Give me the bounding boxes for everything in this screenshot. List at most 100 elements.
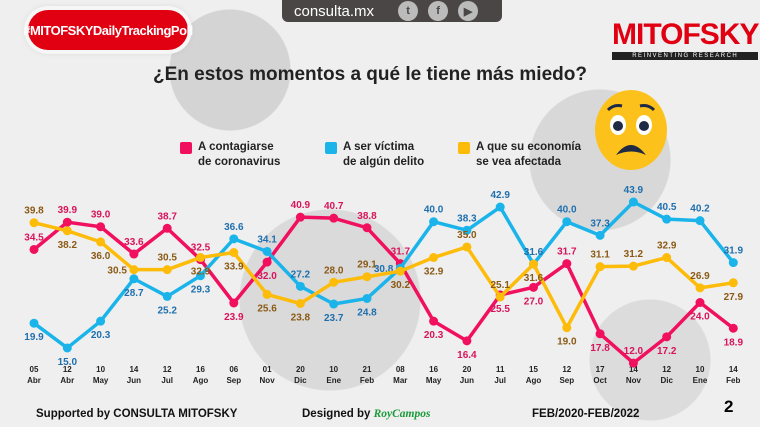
data-label: 32.9 bbox=[657, 241, 677, 252]
site-link[interactable]: consulta.mx bbox=[294, 2, 375, 20]
x-tick-label: 12 bbox=[562, 365, 571, 374]
x-tick-label: May bbox=[426, 376, 442, 385]
data-point bbox=[495, 202, 505, 212]
supported-by: Supported by CONSULTA MITOFSKY bbox=[36, 408, 238, 420]
data-point bbox=[196, 253, 205, 263]
data-label: 24.0 bbox=[690, 311, 710, 322]
data-label: 30.5 bbox=[107, 266, 127, 277]
data-point bbox=[728, 323, 738, 333]
data-label: 42.9 bbox=[490, 190, 510, 201]
data-label: 25.6 bbox=[257, 303, 277, 314]
data-label: 31.7 bbox=[391, 247, 411, 258]
data-label: 23.8 bbox=[291, 313, 311, 324]
series-line bbox=[32, 215, 735, 365]
data-label: 37.3 bbox=[590, 218, 610, 229]
data-label: 35.0 bbox=[457, 230, 477, 241]
data-label: 29.3 bbox=[191, 285, 211, 296]
x-tick-label: Dic bbox=[660, 376, 673, 385]
data-point bbox=[728, 278, 738, 288]
data-point bbox=[262, 257, 272, 267]
x-tick-label: 20 bbox=[296, 365, 305, 374]
legend-delito: A ser víctima de algún delito bbox=[325, 140, 424, 170]
data-label: 39.0 bbox=[91, 210, 111, 221]
data-label: 38.8 bbox=[357, 211, 377, 222]
hashtag-badge[interactable]: #MITOFSKYDailyTrackingPoll bbox=[23, 10, 193, 50]
data-label: 25.1 bbox=[490, 280, 510, 291]
x-tick-label: 20 bbox=[462, 365, 471, 374]
data-label: 30.8 bbox=[374, 264, 394, 275]
data-point bbox=[362, 293, 372, 303]
data-point bbox=[329, 299, 339, 309]
data-point bbox=[628, 358, 638, 368]
data-point bbox=[96, 237, 106, 247]
x-tick-label: Feb bbox=[726, 376, 740, 385]
data-label: 18.9 bbox=[724, 337, 744, 348]
x-tick-label: Nov bbox=[260, 376, 276, 385]
data-label: 30.2 bbox=[391, 280, 411, 291]
data-point bbox=[562, 217, 572, 227]
data-point bbox=[129, 249, 139, 259]
data-label: 25.5 bbox=[490, 304, 510, 315]
x-tick-label: 16 bbox=[429, 365, 438, 374]
data-point bbox=[129, 274, 139, 284]
data-point bbox=[529, 259, 538, 269]
data-label: 30.5 bbox=[157, 253, 177, 264]
data-label: 12.0 bbox=[624, 346, 644, 357]
data-point bbox=[662, 253, 672, 263]
x-tick-label: May bbox=[93, 376, 109, 385]
data-label: 40.2 bbox=[690, 204, 710, 215]
data-label: 36.0 bbox=[91, 251, 111, 262]
x-tick-label: Sep bbox=[559, 376, 574, 385]
data-point bbox=[295, 299, 305, 309]
x-tick-label: 08 bbox=[396, 365, 405, 374]
data-point bbox=[162, 265, 172, 275]
data-point bbox=[728, 258, 738, 268]
data-label: 31.6 bbox=[524, 247, 544, 258]
data-point bbox=[562, 323, 572, 333]
data-label: 27.9 bbox=[724, 292, 744, 303]
facebook-icon[interactable]: f bbox=[428, 1, 449, 21]
data-label: 23.9 bbox=[224, 312, 244, 323]
site-bar: consulta.mx t f ▶ bbox=[282, 0, 502, 22]
mitofsky-logo: MITOFSKY REINVENTING RESEARCH bbox=[612, 18, 759, 60]
data-label: 32.9 bbox=[191, 267, 211, 278]
data-label: 32.5 bbox=[191, 243, 211, 254]
data-label: 17.2 bbox=[657, 346, 677, 357]
data-point bbox=[429, 217, 439, 227]
data-label: 38.7 bbox=[157, 211, 177, 222]
data-label: 40.0 bbox=[557, 205, 577, 216]
data-point bbox=[628, 261, 638, 271]
data-label: 31.2 bbox=[624, 249, 644, 260]
data-point bbox=[695, 283, 705, 293]
data-label: 33.6 bbox=[124, 237, 144, 248]
data-point bbox=[329, 277, 339, 287]
data-point bbox=[695, 297, 705, 307]
data-label: 40.9 bbox=[291, 200, 311, 211]
data-label: 39.9 bbox=[58, 205, 78, 216]
data-point bbox=[295, 212, 305, 222]
data-point bbox=[229, 248, 239, 257]
twitter-icon[interactable]: t bbox=[398, 1, 419, 21]
designed-by: Designed by RoyCampos bbox=[302, 408, 431, 420]
data-point bbox=[462, 336, 472, 346]
data-point bbox=[362, 272, 372, 282]
data-point bbox=[495, 292, 505, 302]
x-tick-label: 14 bbox=[129, 365, 138, 374]
data-point bbox=[662, 332, 672, 342]
data-label: 24.8 bbox=[357, 307, 377, 318]
data-label: 17.8 bbox=[590, 343, 610, 354]
data-point bbox=[329, 213, 339, 223]
youtube-icon[interactable]: ▶ bbox=[458, 1, 479, 21]
x-tick-label: Oct bbox=[593, 376, 607, 385]
data-point bbox=[395, 266, 405, 276]
data-label: 28.0 bbox=[324, 265, 344, 276]
x-tick-label: Jun bbox=[460, 376, 474, 385]
x-tick-label: 17 bbox=[596, 365, 605, 374]
x-tick-label: 14 bbox=[629, 365, 638, 374]
data-point bbox=[29, 318, 39, 328]
legend-contagio: A contagiarse de coronavirus bbox=[180, 140, 280, 170]
data-point bbox=[462, 225, 472, 235]
x-tick-label: 01 bbox=[263, 365, 272, 374]
